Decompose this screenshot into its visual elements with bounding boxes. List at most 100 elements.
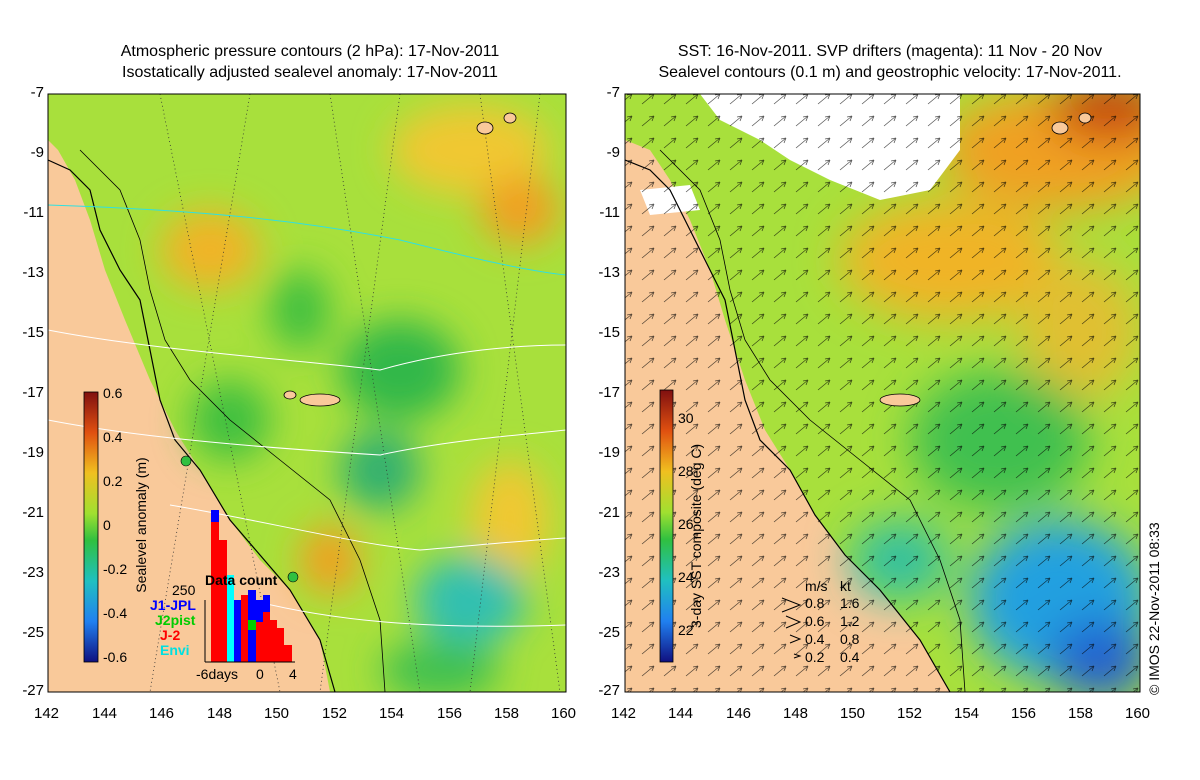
legend-envi: Envi (160, 642, 190, 658)
sla-colorbar-ticks: 0.6 0.4 0.2 0 -0.2 -0.4 -0.6 (103, 385, 143, 675)
velocity-arrow-04 (789, 634, 802, 644)
coastline (625, 159, 951, 692)
velocity-arrow-08 (781, 597, 802, 613)
sst-tick: 24 (678, 569, 694, 585)
data-count-inset (204, 510, 295, 663)
bar-envi (227, 575, 234, 662)
legend-j2pist: J2pist (155, 612, 196, 628)
right-map-frame (624, 93, 1141, 693)
coastline (48, 159, 336, 692)
x-tick: 158 (1068, 705, 1094, 722)
y-tick: -17 (598, 384, 620, 401)
sla-tick: 0.2 (103, 473, 123, 489)
data-count-title: Data count (205, 572, 278, 588)
sst-tick: 26 (678, 516, 694, 532)
y-tick: -11 (599, 204, 620, 221)
velocity-row-kt: 1.2 (840, 613, 860, 629)
sla-high-blob (160, 210, 260, 290)
x-tick: 152 (322, 705, 348, 722)
data-count-bars (211, 510, 292, 662)
x-tick: 144 (668, 705, 694, 722)
left-title-line2: Isostatically adjusted sealevel anomaly:… (122, 64, 498, 81)
y-tick: -15 (598, 324, 620, 341)
x-tick: 158 (494, 705, 520, 722)
sla-low-blob (415, 555, 525, 645)
velocity-row-ms: 0.6 (805, 613, 825, 629)
tide-gauge-marker (180, 455, 192, 467)
sst-colorbar (659, 389, 674, 663)
y-tick: -19 (22, 444, 44, 461)
y-tick: -27 (598, 682, 620, 699)
legend-j2: J-2 (160, 627, 181, 643)
y-tick: -9 (606, 144, 620, 161)
bar-j2 (241, 595, 248, 662)
right-title-line2: Sealevel contours (0.1 m) and geostrophi… (658, 64, 1122, 81)
x-tick: 148 (207, 705, 233, 722)
sla-low-blob (340, 320, 460, 420)
y-tick: -23 (22, 564, 44, 581)
y-tick: -21 (22, 504, 44, 521)
left-x-axis: 142 144 146 148 150 152 154 156 158 160 (34, 705, 594, 725)
islands (283, 112, 517, 407)
bar-j2 (284, 645, 292, 662)
velocity-header-ms: m/s (805, 578, 828, 594)
islands (879, 112, 1092, 407)
bar-j2 (219, 540, 227, 662)
bar-j2 (263, 612, 270, 662)
y-tick: -25 (598, 624, 620, 641)
right-map-panel (624, 93, 1141, 693)
sla-low-blob (380, 640, 500, 692)
right-x-axis: 142 144 146 148 150 152 154 156 158 160 (611, 705, 1171, 725)
left-map-panel (47, 93, 567, 693)
x-tick: 150 (264, 705, 290, 722)
data-count-ymax: 250 (172, 582, 196, 598)
bar-j2 (277, 628, 284, 662)
sla-low-blob (270, 270, 330, 350)
right-title-line1: SST: 16-Nov-2011. SVP drifters (magenta)… (677, 43, 1103, 60)
y-tick: -23 (598, 564, 620, 581)
bar-j1 (211, 510, 219, 522)
x-tick: 146 (149, 705, 175, 722)
x-tick: 160 (551, 705, 577, 722)
velocity-arrow-02 (793, 653, 802, 659)
x-tick: 156 (437, 705, 463, 722)
velocity-row-ms: 0.4 (805, 631, 825, 647)
sst-colorbar-ticks: 30 28 26 24 22 (678, 410, 718, 650)
velocity-legend-arrows (781, 597, 802, 659)
copyright-label: © IMOS 22-Nov-2011 08:33 (1146, 522, 1162, 695)
sla-high-blob (480, 175, 560, 245)
y-tick: -9 (30, 144, 44, 161)
sla-high-blob (300, 525, 360, 595)
legend-j1-jpl: J1-JPL (150, 597, 196, 613)
sla-tick: -0.6 (103, 649, 128, 665)
altimeter-tracks (149, 94, 561, 692)
y-tick: -13 (22, 264, 44, 281)
sla-low-blob (340, 430, 420, 510)
bar-j2 (256, 622, 263, 662)
y-tick: -11 (23, 204, 44, 221)
shelf-contour (79, 149, 386, 692)
left-title-line1: Atmospheric pressure contours (2 hPa): 1… (120, 43, 500, 60)
x-tick: 154 (954, 705, 980, 722)
sla-tick: 0.4 (103, 429, 123, 445)
sla-high-blob (390, 105, 550, 195)
x-tick: 144 (92, 705, 118, 722)
velocity-row-ms: 0.8 (805, 595, 825, 611)
x-tick: 150 (840, 705, 866, 722)
y-tick: -17 (22, 384, 44, 401)
x-tick: 148 (783, 705, 809, 722)
x-tick: 154 (379, 705, 405, 722)
y-tick: -25 (22, 624, 44, 641)
y-tick: -21 (598, 504, 620, 521)
y-tick: -7 (30, 84, 44, 101)
pressure-contour-cyan (48, 204, 566, 276)
bar-j2 (211, 510, 219, 662)
tide-gauge-marker (287, 571, 299, 583)
y-tick: -19 (598, 444, 620, 461)
sst-tick: 30 (678, 410, 694, 426)
bar-j1 (234, 600, 241, 662)
bar-j2 (270, 620, 277, 662)
sst-tick: 22 (678, 622, 694, 638)
sla-colorbar (83, 391, 99, 663)
x-tick: 146 (726, 705, 752, 722)
